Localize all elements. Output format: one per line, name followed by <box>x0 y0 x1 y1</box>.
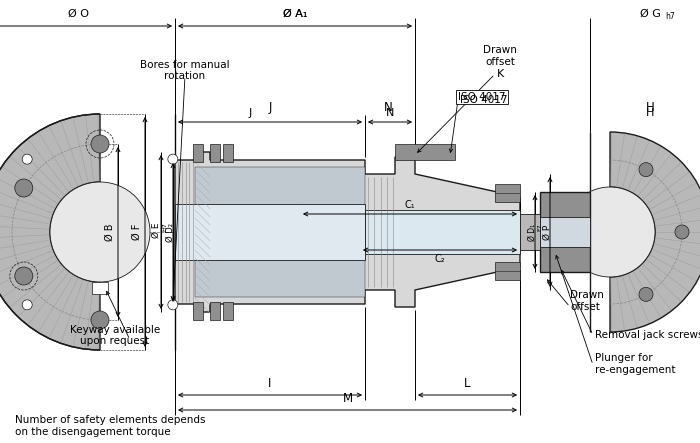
Circle shape <box>15 267 33 285</box>
Text: H7: H7 <box>162 223 167 231</box>
Bar <box>193 302 203 320</box>
Wedge shape <box>610 132 700 332</box>
Text: Plunger for: Plunger for <box>595 353 652 363</box>
Text: ISO 4017: ISO 4017 <box>458 92 505 102</box>
Text: H: H <box>645 101 654 114</box>
Text: N: N <box>384 101 393 114</box>
Text: C₂: C₂ <box>435 254 445 264</box>
Bar <box>495 262 520 280</box>
Text: offset: offset <box>570 302 600 312</box>
Circle shape <box>91 135 109 153</box>
Text: Ø E: Ø E <box>151 222 160 238</box>
Text: Removal jack screws: Removal jack screws <box>595 330 700 340</box>
Text: Number of safety elements depends: Number of safety elements depends <box>15 415 206 425</box>
Bar <box>495 184 520 202</box>
Circle shape <box>22 300 32 310</box>
Text: Ø D₂: Ø D₂ <box>165 222 174 241</box>
Text: Drawn: Drawn <box>570 290 604 300</box>
Bar <box>223 302 233 320</box>
Text: Bores for manual: Bores for manual <box>140 60 230 70</box>
Bar <box>223 144 233 162</box>
Text: J: J <box>268 101 272 114</box>
Text: Ø G: Ø G <box>640 9 660 19</box>
Circle shape <box>675 225 689 239</box>
Text: Ø O: Ø O <box>68 9 89 19</box>
Polygon shape <box>540 217 590 247</box>
Text: re-engagement: re-engagement <box>595 365 676 375</box>
Text: Ø A₁: Ø A₁ <box>283 9 307 19</box>
Text: K: K <box>496 69 503 79</box>
Text: ISO 4017: ISO 4017 <box>460 95 508 105</box>
Text: F7: F7 <box>538 223 542 231</box>
Bar <box>210 302 220 320</box>
Text: C₁: C₁ <box>405 200 415 210</box>
Text: rotation: rotation <box>164 71 206 81</box>
Text: Ø A₁: Ø A₁ <box>283 9 307 19</box>
Circle shape <box>639 288 653 301</box>
Text: upon request: upon request <box>80 336 150 346</box>
Circle shape <box>168 300 178 310</box>
Bar <box>193 144 203 162</box>
Text: offset: offset <box>485 57 515 67</box>
Polygon shape <box>395 144 455 160</box>
Circle shape <box>22 154 32 164</box>
Text: N: N <box>386 108 394 118</box>
Circle shape <box>565 187 655 277</box>
Circle shape <box>91 311 109 329</box>
Bar <box>210 144 220 162</box>
Text: I: I <box>268 377 272 390</box>
Text: h7: h7 <box>665 12 675 21</box>
Wedge shape <box>0 114 100 350</box>
Circle shape <box>50 182 150 282</box>
Text: Drawn: Drawn <box>483 45 517 55</box>
Text: M: M <box>342 392 353 405</box>
Polygon shape <box>195 167 365 297</box>
Polygon shape <box>520 214 540 250</box>
Polygon shape <box>365 210 520 254</box>
Circle shape <box>15 179 33 197</box>
Text: L: L <box>464 377 470 390</box>
Text: on the disengagement torque: on the disengagement torque <box>15 427 171 437</box>
Text: H: H <box>646 108 654 118</box>
Text: J: J <box>248 108 251 118</box>
Polygon shape <box>92 282 108 294</box>
Polygon shape <box>175 204 365 260</box>
Text: Ø P: Ø P <box>542 224 552 240</box>
Text: Keyway available: Keyway available <box>70 325 160 335</box>
Circle shape <box>168 154 178 164</box>
Polygon shape <box>175 152 520 312</box>
Text: Ø B: Ø B <box>105 223 115 241</box>
Text: Ø F: Ø F <box>132 224 142 240</box>
Polygon shape <box>540 192 590 272</box>
Text: Ø D₁: Ø D₁ <box>528 223 536 241</box>
Circle shape <box>639 163 653 177</box>
